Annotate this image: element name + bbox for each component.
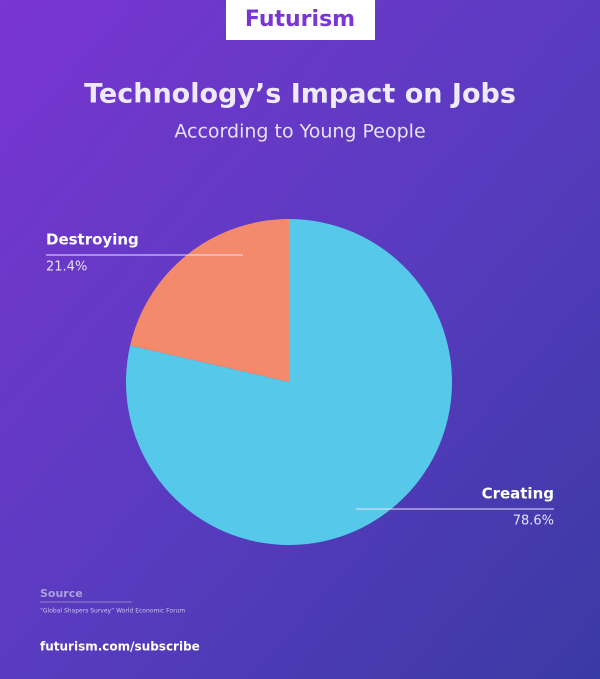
source-label: Source: [40, 587, 83, 600]
value-label: 21.4%: [46, 260, 87, 275]
chart-title: Technology’s Impact on Jobs: [84, 79, 516, 110]
value-label: 78.6%: [513, 514, 554, 529]
pie-slice: [130, 219, 289, 382]
footer-link[interactable]: futurism.com/subscribe: [40, 640, 200, 654]
source: “Global Shapers Survey” World Economic F…: [40, 608, 185, 615]
pie-slice: [125, 219, 452, 545]
slice-label: Destroying: [46, 231, 139, 249]
logo-box: [226, 0, 375, 40]
chart-subtitle: According to Young People: [174, 121, 425, 143]
logo: Futurism: [245, 7, 355, 32]
slice-label: Creating: [482, 485, 554, 503]
